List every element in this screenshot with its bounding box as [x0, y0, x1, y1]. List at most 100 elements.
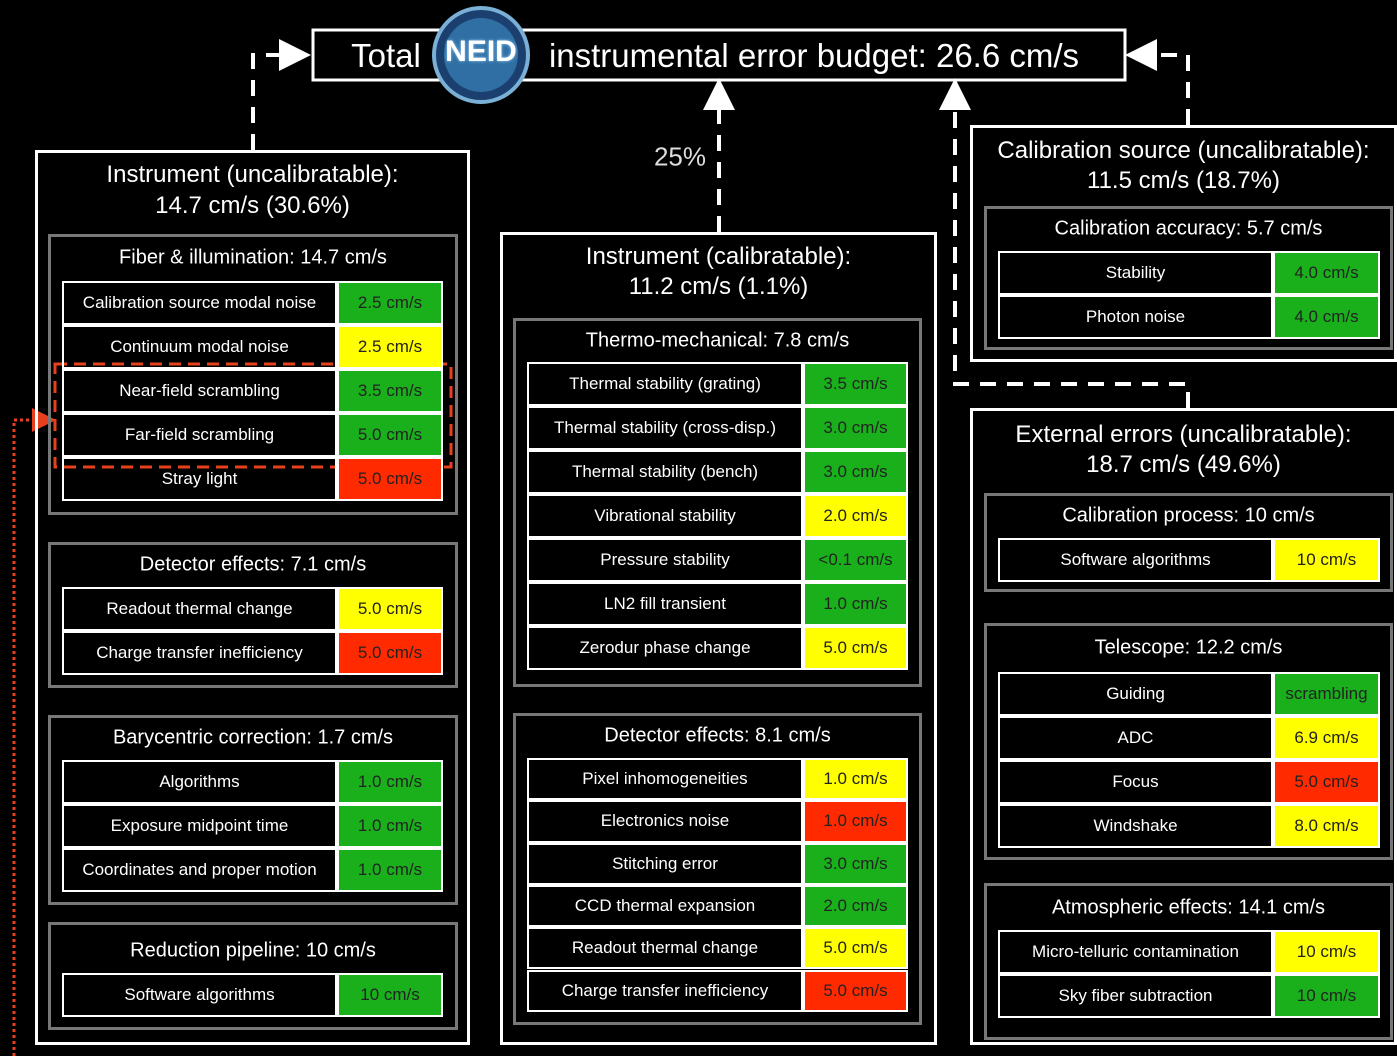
red-connector [12, 408, 56, 1056]
group-title: Detector effects: 8.1 cm/s [604, 724, 831, 747]
row-label: CCD thermal expansion [527, 884, 803, 928]
row-value: 10 cm/s [1273, 538, 1380, 582]
logo-inner [444, 18, 518, 92]
row-value: 10 cm/s [337, 973, 443, 1017]
connector [1125, 39, 1190, 125]
highlight-box [53, 362, 453, 469]
row-label: Exposure midpoint time [62, 804, 337, 848]
row-value: scrambling [1273, 672, 1380, 716]
group [513, 713, 922, 1025]
row-value: 2.5 cm/s [337, 325, 443, 369]
share-label: 25% [653, 141, 707, 172]
row-label: Calibration source modal noise [62, 281, 337, 325]
panel-subtitle: 11.5 cm/s (18.7%) [1087, 167, 1280, 194]
panel [35, 150, 470, 1045]
panel-subtitle: 11.2 cm/s (1.1%) [628, 273, 809, 300]
row-value: 5.0 cm/s [337, 631, 443, 675]
header-box [311, 28, 1127, 82]
row-value: 8.0 cm/s [1273, 804, 1380, 848]
row-label: Focus [998, 760, 1273, 804]
panel-subtitle: 18.7 cm/s (49.6%) [1086, 451, 1281, 478]
row-value: 4.0 cm/s [1273, 295, 1380, 339]
row-label: Vibrational stability [527, 494, 803, 538]
row-value: 1.0 cm/s [803, 582, 908, 626]
group-title: Thermo-mechanical: 7.8 cm/s [585, 329, 850, 352]
group [48, 542, 458, 688]
row-value: 10 cm/s [1273, 930, 1380, 974]
row-value: 5.0 cm/s [803, 626, 908, 670]
row-label: Electronics noise [527, 800, 803, 843]
group-title: Calibration process: 10 cm/s [1062, 504, 1315, 527]
row-label: Software algorithms [62, 973, 337, 1017]
group [48, 715, 458, 905]
row-value: 5.0 cm/s [1273, 760, 1380, 804]
row-label: Stitching error [527, 842, 803, 885]
row-value: 2.5 cm/s [337, 281, 443, 325]
row-label: Algorithms [62, 760, 337, 804]
row-value: 3.5 cm/s [803, 362, 908, 406]
row-label: Stability [998, 251, 1273, 295]
row-label: Readout thermal change [62, 587, 337, 631]
row-value: 5.0 cm/s [337, 587, 443, 631]
row-label: Zerodur phase change [527, 626, 803, 670]
group [984, 883, 1393, 1040]
row-value: 1.0 cm/s [337, 848, 443, 892]
row-label: Far-field scrambling [62, 413, 337, 457]
row-label: Continuum modal noise [62, 325, 337, 369]
group [984, 493, 1393, 592]
group-title: Detector effects: 7.1 cm/s [139, 553, 367, 576]
group-title: Telescope: 12.2 cm/s [1094, 636, 1283, 659]
connector [251, 39, 311, 150]
row-label: Micro-telluric contamination [998, 930, 1273, 974]
row-value: 1.0 cm/s [337, 804, 443, 848]
group-title: Fiber & illumination: 14.7 cm/s [119, 246, 387, 269]
row-value: 10 cm/s [1273, 974, 1380, 1018]
row-value: 3.0 cm/s [803, 842, 908, 885]
row-label: Thermal stability (grating) [527, 362, 803, 406]
row-value: 3.5 cm/s [337, 369, 443, 413]
row-value: 5.0 cm/s [337, 457, 443, 501]
panel-title: External errors (uncalibratable): [1015, 421, 1352, 448]
connector [939, 78, 1190, 408]
row-label: Software algorithms [998, 538, 1273, 582]
group [48, 234, 458, 515]
row-value: 1.0 cm/s [803, 758, 908, 801]
row-label: Stray light [62, 457, 337, 501]
row-label: Guiding [998, 672, 1273, 716]
group-title: Atmospheric effects: 14.1 cm/s [1051, 896, 1326, 919]
row-label: Windshake [998, 804, 1273, 848]
panel-title: Instrument (uncalibratable): [106, 161, 399, 188]
group [984, 206, 1393, 350]
row-label: Thermal stability (cross-disp.) [527, 406, 803, 450]
row-value: 5.0 cm/s [337, 413, 443, 457]
panel [970, 125, 1397, 362]
row-label: LN2 fill transient [527, 582, 803, 626]
header-lead: Total [351, 37, 421, 74]
row-label: Charge transfer inefficiency [527, 969, 803, 1012]
row-label: Pixel inhomogeneities [527, 758, 803, 801]
panel [970, 408, 1397, 1045]
group-title: Calibration accuracy: 5.7 cm/s [1054, 217, 1323, 240]
row-value: 1.0 cm/s [803, 800, 908, 843]
row-label: Readout thermal change [527, 927, 803, 970]
row-label: Sky fiber subtraction [998, 974, 1273, 1018]
row-value: 4.0 cm/s [1273, 251, 1380, 295]
row-label: Coordinates and proper motion [62, 848, 337, 892]
row-label: ADC [998, 716, 1273, 760]
row-value: 5.0 cm/s [803, 927, 908, 970]
row-value: 3.0 cm/s [803, 450, 908, 494]
panel-subtitle: 14.7 cm/s (30.6%) [155, 192, 350, 219]
row-label: Pressure stability [527, 538, 803, 582]
row-label: Thermal stability (bench) [527, 450, 803, 494]
row-value: 6.9 cm/s [1273, 716, 1380, 760]
row-value: 3.0 cm/s [803, 406, 908, 450]
row-value: 2.0 cm/s [803, 494, 908, 538]
panel-title: Instrument (calibratable): [585, 243, 852, 270]
panel-title: Calibration source (uncalibratable): [997, 137, 1370, 164]
row-label: Charge transfer inefficiency [62, 631, 337, 675]
group [513, 318, 922, 687]
row-value: 1.0 cm/s [337, 760, 443, 804]
row-value: <0.1 cm/s [803, 538, 908, 582]
logo-text: NEID [445, 35, 517, 68]
